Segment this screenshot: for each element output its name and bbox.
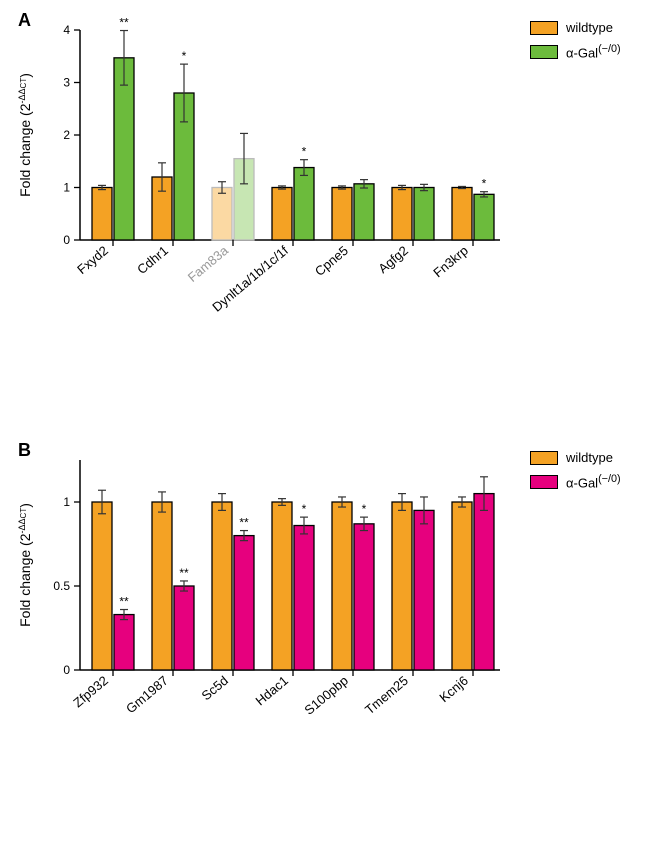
panel-a-label: A — [18, 10, 31, 31]
svg-text:3: 3 — [63, 76, 70, 90]
svg-text:**: ** — [179, 566, 189, 580]
svg-text:S100pbp: S100pbp — [301, 673, 351, 718]
legend-a-ko: α-Gal(−/0) — [530, 43, 621, 60]
legend-a-ko-label: α-Gal(−/0) — [566, 43, 621, 60]
svg-text:**: ** — [239, 516, 249, 530]
panel-b: B 00.51Fold change (2-ΔΔCT)**Zfp932**Gm1… — [10, 440, 645, 840]
svg-text:*: * — [302, 145, 307, 159]
legend-b-wt: wildtype — [530, 450, 621, 465]
legend-b-wt-label: wildtype — [566, 450, 613, 465]
legend-a-ko-text: α-Gal — [566, 45, 598, 60]
legend-b: wildtype α-Gal(−/0) — [530, 450, 621, 840]
svg-text:0: 0 — [63, 233, 70, 247]
svg-text:Fold change (2-ΔΔCT): Fold change (2-ΔΔCT) — [17, 73, 33, 197]
svg-text:2: 2 — [63, 128, 70, 142]
legend-a: wildtype α-Gal(−/0) — [530, 20, 621, 430]
svg-text:Tmem25: Tmem25 — [362, 673, 411, 717]
svg-text:Fold change (2-ΔΔCT): Fold change (2-ΔΔCT) — [17, 503, 33, 627]
svg-text:Kcnj6: Kcnj6 — [436, 673, 471, 705]
svg-text:**: ** — [119, 595, 129, 609]
legend-b-ko-text: α-Gal — [566, 475, 598, 490]
svg-text:Sc5d: Sc5d — [199, 673, 231, 704]
svg-text:*: * — [482, 177, 487, 191]
svg-text:1: 1 — [63, 495, 70, 509]
svg-text:Cpne5: Cpne5 — [312, 243, 351, 279]
legend-a-wt: wildtype — [530, 20, 621, 35]
svg-text:Hdac1: Hdac1 — [253, 673, 291, 709]
legend-b-ko-sup: (−/0) — [598, 473, 621, 485]
svg-text:*: * — [362, 502, 367, 516]
chart-a-svg: 01234Fold change (2-ΔΔCT)**Fxyd2*Cdhr1Fa… — [10, 10, 510, 430]
svg-text:Fam83a: Fam83a — [185, 242, 232, 285]
legend-b-ko-label: α-Gal(−/0) — [566, 473, 621, 490]
chart-b: B 00.51Fold change (2-ΔΔCT)**Zfp932**Gm1… — [10, 440, 510, 840]
legend-a-ko-swatch — [530, 45, 558, 59]
svg-text:*: * — [182, 49, 187, 63]
panel-a: A 01234Fold change (2-ΔΔCT)**Fxyd2*Cdhr1… — [10, 10, 645, 430]
svg-text:**: ** — [119, 16, 129, 30]
legend-b-ko-swatch — [530, 475, 558, 489]
panel-b-label: B — [18, 440, 31, 461]
legend-b-ko: α-Gal(−/0) — [530, 473, 621, 490]
svg-text:0: 0 — [63, 663, 70, 677]
legend-a-ko-sup: (−/0) — [598, 43, 621, 55]
svg-text:4: 4 — [63, 23, 70, 37]
chart-a: A 01234Fold change (2-ΔΔCT)**Fxyd2*Cdhr1… — [10, 10, 510, 430]
legend-a-wt-swatch — [530, 21, 558, 35]
svg-text:Fxyd2: Fxyd2 — [74, 243, 111, 277]
svg-text:Cdhr1: Cdhr1 — [134, 243, 171, 277]
chart-b-svg: 00.51Fold change (2-ΔΔCT)**Zfp932**Gm198… — [10, 440, 510, 840]
svg-text:Zfp932: Zfp932 — [70, 673, 111, 711]
legend-a-wt-label: wildtype — [566, 20, 613, 35]
svg-text:1: 1 — [63, 181, 70, 195]
svg-text:Agfg2: Agfg2 — [375, 243, 411, 276]
svg-text:Fn3krp: Fn3krp — [430, 243, 471, 281]
svg-text:Gm1987: Gm1987 — [123, 673, 171, 717]
svg-text:*: * — [302, 502, 307, 516]
svg-text:0.5: 0.5 — [53, 579, 70, 593]
legend-b-wt-swatch — [530, 451, 558, 465]
